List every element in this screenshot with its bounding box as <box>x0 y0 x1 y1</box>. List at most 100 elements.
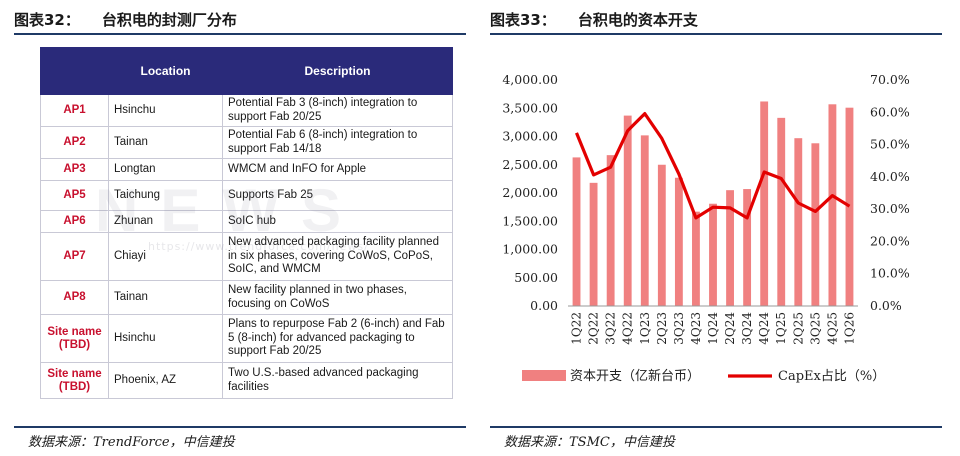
x-tick-label: 4Q23 <box>689 312 703 345</box>
row-location: Taichung <box>108 180 223 211</box>
left-source: 数据来源：TrendForce，中信建投 <box>28 435 235 450</box>
bar <box>777 117 786 306</box>
table-header-row: Location Description <box>40 47 453 95</box>
table-row: AP7 Chiayi New advanced packaging facility… <box>40 232 453 281</box>
right-top-rule <box>490 33 942 35</box>
y-left-tick-label: 1,000.00 <box>502 242 558 257</box>
table-row: AP1 Hsinchu Potential Fab 3 (8-inch) integ… <box>40 94 453 127</box>
x-tick-label: 1Q23 <box>638 312 652 345</box>
y-right-tick-label: 60.0% <box>870 104 910 119</box>
row-description: SoIC hub <box>222 210 453 233</box>
row-location: Longtan <box>108 158 223 181</box>
row-description: Potential Fab 6 (8-inch) integration to … <box>222 126 453 159</box>
y-left-tick-label: 0.00 <box>530 298 558 313</box>
row-site-code: AP8 <box>40 280 109 315</box>
row-location: Hsinchu <box>108 314 223 363</box>
y-left-tick-label: 4,000.00 <box>502 72 558 87</box>
row-description: New advanced packaging facility planned … <box>222 232 453 281</box>
row-site-code: AP3 <box>40 158 109 181</box>
y-right-tick-label: 50.0% <box>870 137 910 152</box>
row-description: New facility planned in two phases, focu… <box>222 280 453 315</box>
table-row: AP5 Taichung Supports Fab 25 <box>40 180 453 211</box>
left-title-text: 台积电的封测厂分布 <box>101 11 237 29</box>
table-row: AP6 Zhunan SoIC hub <box>40 210 453 233</box>
bar <box>692 211 700 306</box>
bar <box>760 101 769 306</box>
bar <box>657 164 666 306</box>
y-right-tick-label: 30.0% <box>870 201 910 216</box>
y-left-tick-label: 1,500.00 <box>502 213 558 228</box>
y-left-tick-label: 2,000.00 <box>502 185 558 200</box>
right-figure-title: 图表33： 台积电的资本开支 <box>490 9 698 30</box>
right-panel: 图表33： 台积电的资本开支 0.00 500.00 1,000.00 1,500.00… <box>480 0 960 456</box>
x-tick-label: 1Q22 <box>570 312 584 345</box>
row-site-code: AP1 <box>40 94 109 127</box>
y-left-tick-label: 500.00 <box>514 270 558 285</box>
table-row: AP3 Longtan WMCM and InFO for Apple <box>40 158 453 181</box>
y-left-tick-label: 2,500.00 <box>502 157 558 172</box>
table-header-location: Location <box>108 47 223 95</box>
row-location: Zhunan <box>108 210 223 233</box>
x-tick-label: 4Q25 <box>825 312 839 345</box>
row-location: Tainan <box>108 280 223 315</box>
bar <box>794 138 803 306</box>
y-left-tick-label: 3,500.00 <box>502 100 558 115</box>
table-header-code <box>40 47 109 95</box>
left-top-rule <box>14 33 466 35</box>
y-right-tick-label: 10.0% <box>870 266 910 281</box>
x-tick-label: 2Q25 <box>791 312 805 345</box>
legend-bar-label: 资本开支（亿新台币） <box>570 368 700 384</box>
x-tick-label: 3Q22 <box>604 312 618 345</box>
table-body: AP1 Hsinchu Potential Fab 3 (8-inch) integ… <box>40 94 453 399</box>
bar <box>606 155 615 306</box>
bar <box>828 104 837 306</box>
legend-bar-swatch <box>522 370 566 381</box>
x-tick-label: 1Q25 <box>774 312 788 345</box>
bar <box>726 190 734 306</box>
left-figure-title: 图表32： 台积电的封测厂分布 <box>14 9 237 30</box>
row-site-code: Site name (TBD) <box>40 362 109 399</box>
row-site-code: AP7 <box>40 232 109 281</box>
row-location: Tainan <box>108 126 223 159</box>
table-row: AP8 Tainan New facility planned in two pha… <box>40 280 453 315</box>
y-right-tick-label: 40.0% <box>870 169 910 184</box>
bar <box>640 135 649 306</box>
row-location: Phoenix, AZ <box>108 362 223 399</box>
table-row: Site name (TBD) Phoenix, AZ Two U.S.-based… <box>40 362 453 399</box>
bar <box>589 182 598 306</box>
bar <box>811 143 820 306</box>
row-site-code: Site name (TBD) <box>40 314 109 363</box>
x-tick-label: 2Q23 <box>655 312 669 345</box>
x-tick-label: 3Q25 <box>808 312 822 345</box>
row-description: Potential Fab 3 (8-inch) integration to … <box>222 94 453 127</box>
right-bottom-rule <box>490 426 942 428</box>
table-row: AP2 Tainan Potential Fab 6 (8-inch) integr… <box>40 126 453 159</box>
fab-table: Location Description AP1 Hsinchu Potential… <box>40 47 453 399</box>
bar <box>572 157 581 306</box>
x-tick-label: 1Q26 <box>842 312 856 345</box>
capex-ratio-line <box>575 111 851 220</box>
bar <box>674 177 683 306</box>
x-tick-label: 4Q22 <box>621 312 635 345</box>
x-tick-label: 1Q24 <box>706 312 720 345</box>
left-bottom-rule <box>14 426 466 428</box>
bar <box>845 107 854 306</box>
x-tick-label: 3Q24 <box>740 312 754 345</box>
legend-line-label: CapEx占比（%） <box>778 369 885 384</box>
left-panel: 图表32： 台积电的封测厂分布 Location Description AP1 H… <box>0 0 472 456</box>
row-location: Chiayi <box>108 232 223 281</box>
y-right-tick-label: 70.0% <box>870 72 910 87</box>
right-source: 数据来源：TSMC，中信建投 <box>504 435 675 450</box>
row-site-code: AP2 <box>40 126 109 159</box>
row-description: Two U.S.-based advanced packaging facili… <box>222 362 453 399</box>
x-tick-label: 4Q24 <box>757 312 771 345</box>
y-right-tick-label: 0.0% <box>870 298 902 313</box>
right-title-text: 台积电的资本开支 <box>577 11 698 29</box>
bar <box>709 203 717 306</box>
bar <box>623 115 632 306</box>
x-tick-label: 2Q24 <box>723 312 737 345</box>
row-description: Supports Fab 25 <box>222 180 453 211</box>
table-header-description: Description <box>222 47 453 95</box>
y-left-tick-label: 3,000.00 <box>502 129 558 144</box>
row-description: WMCM and InFO for Apple <box>222 158 453 181</box>
